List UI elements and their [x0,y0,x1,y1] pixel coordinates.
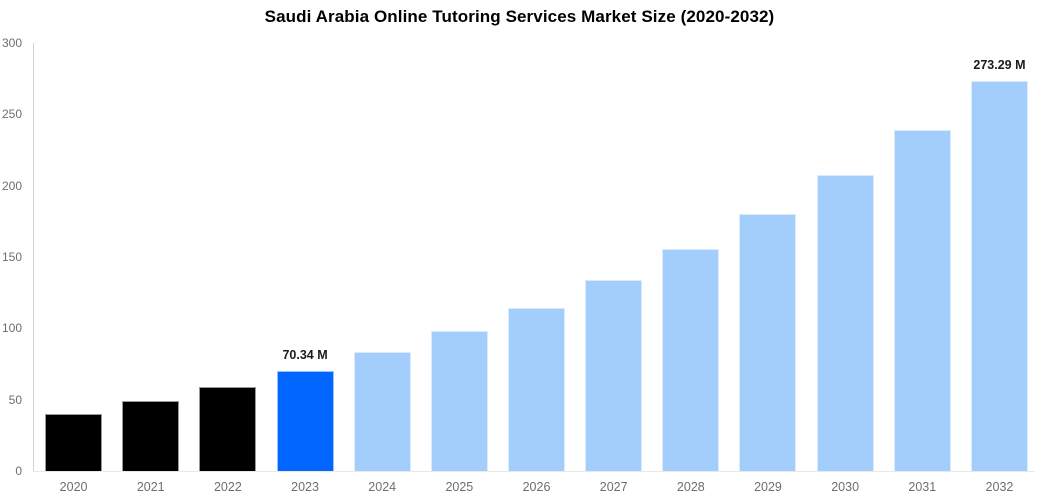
x-tick-label: 2026 [522,480,551,494]
bar-2030 [816,175,874,471]
bar-2025 [430,331,488,471]
bar-2026 [508,308,566,471]
plot-area: 2020 2021 2022 70.34 M 2023 2024 2025 2026 2027 2… [35,43,1038,494]
bar-2023 [276,371,334,471]
bar-column: 70.34 M 2023 [266,43,343,494]
x-tick-label: 2021 [136,480,165,494]
x-tick-label: 2030 [831,480,860,494]
bar-column: 2020 [35,43,112,494]
x-tick-label: 2020 [59,480,88,494]
y-tick-label: 0 [15,464,22,478]
y-tick-label: 50 [8,392,22,407]
bar-column: 2031 [884,43,961,494]
bar-column: 2022 [189,43,266,494]
bar-2021 [122,401,180,471]
x-tick-label: 2025 [445,480,474,494]
bar-value-label: 273.29 M [973,58,1026,72]
x-tick-label: 2022 [213,480,242,494]
y-tick-label: 200 [1,178,22,193]
bar-value-label: 70.34 M [282,348,328,362]
bar-column: 2029 [729,43,806,494]
bar-2020 [45,414,103,471]
y-tick-label: 300 [1,36,22,50]
x-tick-label: 2028 [676,480,705,494]
chart-title: Saudi Arabia Online Tutoring Services Ma… [264,7,775,26]
bar-2024 [353,352,411,471]
bar-2022 [199,387,257,471]
x-tick-label: 2031 [908,480,937,494]
x-tick-label: 2032 [985,480,1014,494]
bar-column: 2021 [112,43,189,494]
x-axis-line [33,471,1035,472]
y-tick-label: 100 [1,321,22,336]
bar-column: 2030 [807,43,884,494]
x-tick-label: 2024 [368,480,397,494]
bar-2031 [893,130,951,471]
y-tick-label: 150 [1,250,22,264]
bar-column: 2025 [421,43,498,494]
bar-2029 [739,214,797,471]
bar-column: 2027 [575,43,652,494]
bar-2028 [662,249,720,471]
x-tick-label: 2027 [599,480,628,494]
bar-column: 2026 [498,43,575,494]
x-tick-label: 2029 [754,480,782,494]
y-tick-label: 250 [1,107,22,122]
x-tick-label: 2023 [291,480,319,494]
y-axis-line [33,43,34,472]
bar-2027 [585,280,643,471]
bar-column: 2024 [344,43,421,494]
bar-column: 2028 [652,43,729,494]
bar-column: 273.29 M 2032 [961,43,1038,494]
bar-2032 [970,81,1028,471]
